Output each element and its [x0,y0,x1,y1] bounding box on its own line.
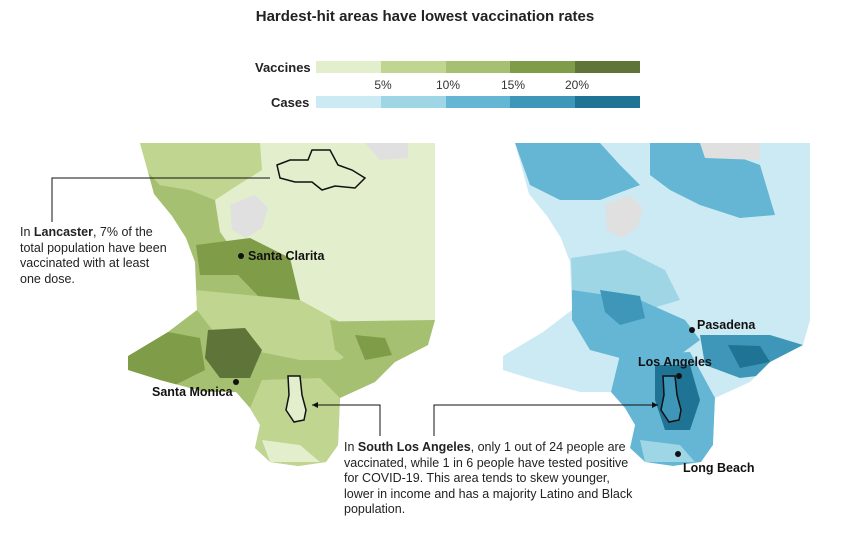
legend-cases-swatch [316,96,381,108]
cases-region [600,290,645,325]
chart-title: Hardest-hit areas have lowest vaccinatio… [255,8,595,25]
lancaster-annotation: In Lancaster, 7% of the total population… [20,225,170,287]
city-label-long-beach: Long Beach [683,461,755,475]
annotation-prefix: In [344,440,358,454]
annotation-prefix: In [20,225,34,239]
legend-vaccines-scale [316,61,640,73]
cases-region [515,143,640,200]
city-dot-santa-clarita [238,253,244,259]
legend-tick: 15% [500,78,526,92]
vaccines-region [140,143,262,200]
city-label-santa-clarita: Santa Clarita [248,249,325,263]
legend-cases-swatch [380,96,446,108]
legend-vaccines-label: Vaccines [255,60,311,75]
vaccines-region-nodata [230,195,268,238]
south-la-leader-left [312,404,381,436]
arrow-icon [312,402,318,408]
annotation-text: , 7% of the total population have been v… [20,225,167,286]
vaccines-map [128,143,435,466]
annotation-bold: South Los Angeles [357,440,471,454]
legend-vaccines-swatch [445,61,511,73]
legend-vaccines-swatch [316,61,381,73]
city-label-los-angeles: Los Angeles [638,355,712,369]
vaccines-region-low [262,440,320,462]
legend-cases-swatch [575,96,640,108]
legend-tick: 10% [435,78,461,92]
vaccines-region-high [205,328,262,378]
lancaster-outline [276,149,367,191]
city-dot-pasadena [689,327,695,333]
city-label-santa-monica: Santa Monica [152,385,234,399]
legend-cases-scale [316,96,640,108]
legend-vaccines-swatch [510,61,576,73]
city-label-pasadena: Pasadena [697,318,756,332]
city-dot-santa-monica [233,379,239,385]
south-la-annotation: In South Los Angeles, only 1 out of 24 p… [344,440,634,518]
vaccines-region [355,335,392,360]
cases-map [503,143,810,466]
lancaster-leader-line [51,177,270,222]
legend-tick: 5% [374,78,392,92]
cases-region [650,143,775,218]
annotation-bold: Lancaster [33,225,93,239]
cases-region-high [728,345,770,368]
legend-tick: 20% [564,78,590,92]
annotation-text: , only 1 out of 24 people are vaccinated… [344,440,633,516]
legend-cases-label: Cases [271,95,310,110]
legend-vaccines-swatch [380,61,446,73]
vaccines-region [128,332,205,385]
city-dot-long-beach [675,451,681,457]
vaccines-region-nodata [365,143,408,160]
vaccines-region [196,238,300,300]
arrow-icon [652,402,658,408]
city-dot-los-angeles [676,373,682,379]
cases-region-nodata [700,143,760,160]
south-la-outline [660,375,682,423]
legend-cases-swatch [445,96,511,108]
south-la-leader-right [433,404,658,436]
legend-vaccines-swatch [575,61,640,73]
cases-region [572,290,700,362]
cases-region [640,440,695,462]
cases-region-nodata [605,195,643,238]
south-la-outline [285,375,307,423]
legend-cases-swatch [510,96,576,108]
